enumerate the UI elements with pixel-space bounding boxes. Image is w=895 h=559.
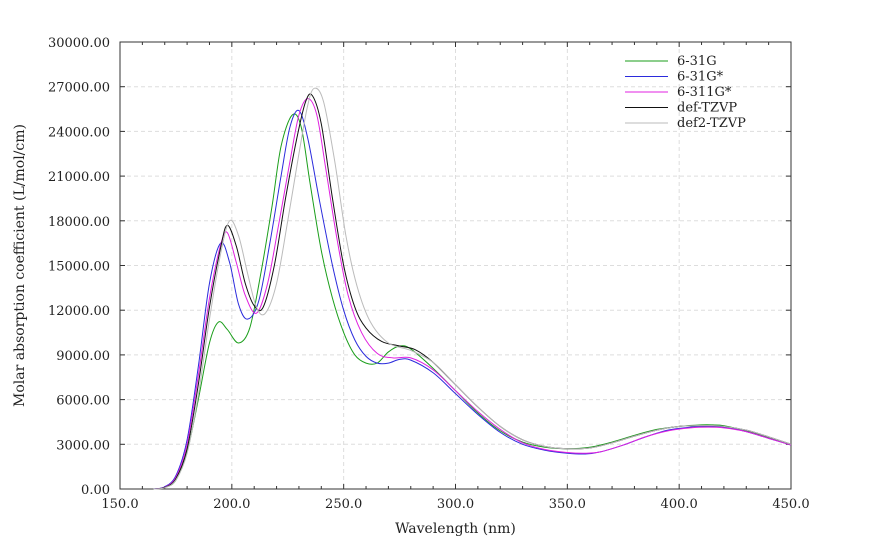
y-tick-label: 30000.00 <box>48 36 110 51</box>
series-line-6-31g-star <box>153 109 792 490</box>
x-tick-label: 450.0 <box>772 497 809 512</box>
legend-label-6-31g: 6-31G <box>677 54 717 69</box>
series-line-def2-tzvp <box>153 87 792 490</box>
series-line-6-31g <box>153 113 792 490</box>
x-tick-label: 400.0 <box>661 497 698 512</box>
y-tick-label: 21000.00 <box>48 170 110 185</box>
legend-label-6-311g-star: 6-311G* <box>677 85 732 100</box>
x-axis-title: Wavelength (nm) <box>395 521 516 537</box>
series-line-def-tzvp <box>153 93 792 490</box>
legend-label-def-tzvp: def-TZVP <box>677 101 737 116</box>
y-tick-label: 27000.00 <box>48 81 110 96</box>
y-tick-label: 3000.00 <box>56 438 110 453</box>
y-tick-label: 12000.00 <box>48 304 110 319</box>
legend-label-def2-tzvp: def2-TZVP <box>677 116 746 131</box>
x-tick-label: 350.0 <box>549 497 586 512</box>
x-tick-label: 200.0 <box>213 497 250 512</box>
y-tick-label: 18000.00 <box>48 215 110 230</box>
y-tick-label: 24000.00 <box>48 125 110 140</box>
y-tick-label: 15000.00 <box>48 260 110 275</box>
y-axis-title: Molar absorption coefficient (L/mol/cm) <box>12 124 28 407</box>
y-tick-label: 6000.00 <box>56 394 110 409</box>
y-tick-label: 9000.00 <box>56 349 110 364</box>
x-tick-label: 250.0 <box>325 497 362 512</box>
series-lines <box>153 87 792 490</box>
legend-label-6-31g-star: 6-31G* <box>677 70 724 85</box>
y-tick-label: 0.00 <box>81 483 110 498</box>
axis-ticks: 150.0 200.0 250.0 300.0 350.0 400.0 450.0 0.00 3… <box>48 36 810 512</box>
x-tick-label: 300.0 <box>437 497 474 512</box>
x-tick-label: 150.0 <box>101 497 138 512</box>
grid <box>120 42 791 489</box>
